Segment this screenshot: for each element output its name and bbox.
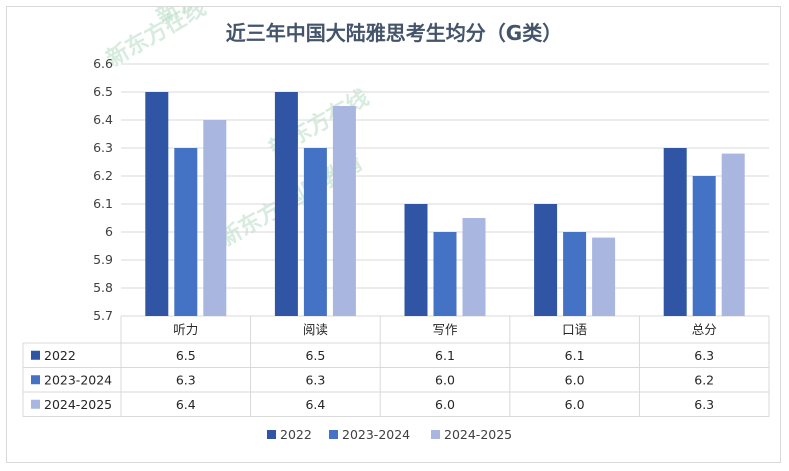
y-tick-label: 6.5	[93, 84, 113, 99]
legend: 2022 2023-2024 2024-2025	[267, 427, 512, 442]
table-legend-key	[31, 350, 40, 360]
table-cell: 6.0	[435, 372, 455, 387]
y-tick-label: 6.2	[93, 168, 113, 183]
bar-2024-2025-阅读	[332, 106, 356, 316]
y-tick-label: 5.7	[93, 308, 113, 323]
table-cell: 6.0	[435, 397, 455, 412]
y-tick-label: 5.9	[93, 252, 113, 267]
y-tick-label: 5.8	[93, 280, 113, 295]
table-cell: 6.5	[305, 348, 325, 363]
bars	[145, 92, 745, 316]
table-cell: 6.3	[305, 372, 325, 387]
table-cell: 6.0	[565, 372, 585, 387]
y-tick-label: 6.6	[93, 56, 113, 71]
table-legend-key	[31, 399, 40, 409]
legend-key	[329, 430, 338, 439]
bar-2023-2024-写作	[433, 232, 457, 316]
category-label: 口语	[562, 322, 587, 337]
category-label: 写作	[432, 322, 458, 337]
chart-title: 近三年中国大陆雅思考生均分（G类）	[226, 21, 562, 45]
table-legend-key	[31, 375, 40, 385]
table-cell: 6.4	[176, 397, 196, 412]
legend-label: 2023-2024	[342, 427, 410, 442]
bar-2022-写作	[404, 204, 428, 316]
bar-2023-2024-阅读	[303, 148, 327, 316]
chart-svg: 新东方在线新东方在线新东方在线新东方 国际教育 近三年中国大陆雅思考生均分（G类…	[22, 7, 770, 442]
bar-2022-听力	[145, 92, 169, 316]
data-table: 听力 阅读 写作 口语 总分 2022 6.5 6.5 6.1 6.1 6.3 2023-2024 6.…	[22, 316, 770, 417]
bar-2024-2025-口语	[592, 237, 616, 316]
y-tick-label: 6.1	[93, 196, 113, 211]
category-label: 听力	[173, 322, 198, 337]
chart-frame: 新东方在线新东方在线新东方在线新东方 国际教育 近三年中国大陆雅思考生均分（G类…	[6, 6, 781, 463]
legend-key	[431, 430, 440, 439]
table-row-label: 2022	[44, 348, 76, 363]
table-cell: 6.3	[176, 372, 196, 387]
bar-2023-2024-口语	[563, 232, 587, 316]
bar-2022-总分	[663, 148, 687, 316]
category-label: 总分	[692, 322, 717, 337]
table-cell: 6.2	[694, 372, 714, 387]
table-cell: 6.3	[694, 348, 714, 363]
bar-2024-2025-总分	[721, 153, 745, 316]
legend-key	[267, 430, 276, 439]
bar-2023-2024-总分	[692, 176, 716, 316]
bar-2023-2024-听力	[174, 148, 198, 316]
y-axis-ticks: 5.7 5.8 5.9 6 6.1 6.2 6.3 6.4 6.5 6.6	[93, 56, 113, 323]
table-cell: 6.5	[176, 348, 196, 363]
y-tick-label: 6.3	[93, 140, 113, 155]
category-label: 阅读	[303, 322, 328, 337]
table-row-label: 2024-2025	[44, 397, 112, 412]
bar-2022-口语	[534, 204, 558, 316]
legend-label: 2024-2025	[444, 427, 512, 442]
table-cell: 6.4	[305, 397, 325, 412]
bar-2022-阅读	[274, 92, 298, 316]
y-tick-label: 6	[105, 224, 113, 239]
table-cell: 6.1	[435, 348, 455, 363]
legend-label: 2022	[280, 427, 312, 442]
table-cell: 6.0	[565, 397, 585, 412]
bar-2024-2025-写作	[462, 218, 486, 316]
table-row-label: 2023-2024	[44, 372, 112, 387]
bar-2024-2025-听力	[203, 120, 227, 316]
y-tick-label: 6.4	[93, 112, 113, 127]
table-cell: 6.3	[694, 397, 714, 412]
table-cell: 6.1	[565, 348, 585, 363]
